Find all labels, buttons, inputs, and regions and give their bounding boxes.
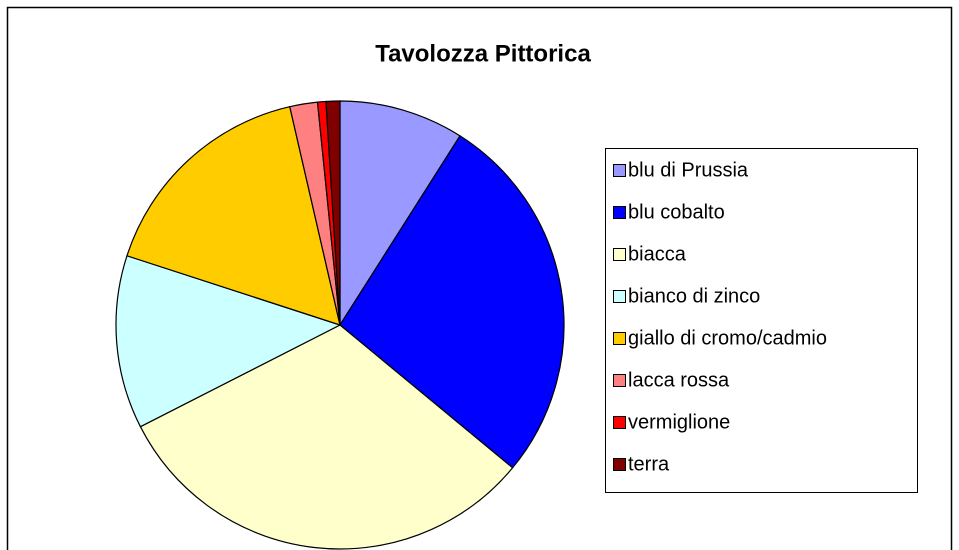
chart-title: Tavolozza Pittorica xyxy=(375,40,591,67)
legend-swatch xyxy=(613,374,626,387)
legend-label: bianco di zinco xyxy=(628,285,760,307)
legend-label: blu di Prussia xyxy=(628,159,749,181)
legend-label: giallo di cromo/cadmio xyxy=(628,327,827,349)
pie-slice xyxy=(139,324,514,550)
chart-border xyxy=(6,6,953,550)
legend-label: blu cobalto xyxy=(628,201,725,223)
pie-slice xyxy=(325,100,341,326)
legend-swatch xyxy=(613,332,626,345)
legend-label: lacca rossa xyxy=(628,369,730,391)
legend-label: terra xyxy=(628,453,670,475)
legend-swatch xyxy=(613,206,626,219)
pie-slice xyxy=(115,255,342,428)
pie-slice xyxy=(339,100,461,328)
legend-box xyxy=(605,148,918,493)
legend-swatch xyxy=(613,458,626,471)
legend-swatch xyxy=(613,416,626,429)
pie-slice xyxy=(126,105,341,326)
legend-swatch xyxy=(613,290,626,303)
legend-label: biacca xyxy=(628,243,687,265)
pie-slice xyxy=(339,135,565,469)
legend-swatch xyxy=(613,248,626,261)
legend-swatch xyxy=(613,164,626,177)
legend-label: vermiglione xyxy=(628,411,730,433)
